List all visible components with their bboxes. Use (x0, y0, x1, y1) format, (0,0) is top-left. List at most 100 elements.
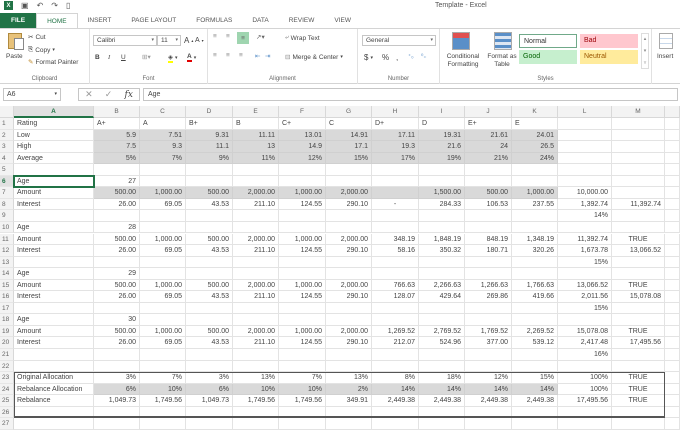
cell-i12[interactable]: 350.32 (419, 245, 465, 257)
cell-a6[interactable]: Age (13, 174, 95, 189)
cell-n12[interactable] (665, 245, 680, 257)
cell-n10[interactable] (665, 221, 680, 234)
cell-j16[interactable]: 269.86 (465, 291, 512, 303)
cell-k24[interactable]: 14% (512, 383, 558, 396)
cell-j7[interactable]: 500.00 (465, 187, 512, 199)
cell-b14[interactable]: 29 (94, 268, 140, 280)
cell-k27[interactable] (512, 418, 558, 430)
cell-i15[interactable]: 2,266.63 (419, 279, 465, 292)
cell-m5[interactable] (612, 164, 665, 176)
cell-d22[interactable] (186, 360, 233, 373)
cell-h1[interactable]: D+ (372, 118, 419, 130)
cell-c17[interactable] (140, 302, 186, 315)
cell-e1[interactable]: B (233, 118, 279, 130)
cell-i16[interactable]: 429.64 (419, 291, 465, 303)
cell-l16[interactable]: 2,011.56 (558, 291, 612, 303)
cell-b20[interactable]: 26.00 (94, 337, 140, 349)
cell-b3[interactable]: 7.5 (94, 141, 140, 153)
row-header[interactable]: 20 (0, 337, 14, 349)
cell-n19[interactable] (665, 325, 680, 338)
cell-e6[interactable] (233, 175, 279, 188)
cell-d18[interactable] (186, 314, 233, 326)
cell-d15[interactable]: 500.00 (186, 279, 233, 292)
cell-f11[interactable]: 1,000.00 (279, 233, 326, 246)
cell-a25[interactable]: Rebalance (14, 395, 94, 407)
decrease-decimal-icon[interactable]: ⁰₊ (421, 54, 427, 60)
cell-h24[interactable]: 14% (372, 383, 419, 396)
cell-g14[interactable] (326, 268, 372, 280)
cell-i14[interactable] (419, 268, 465, 280)
cell-c2[interactable]: 7.51 (140, 129, 186, 142)
cell-l17[interactable]: 15% (558, 302, 612, 315)
cell-a18[interactable]: Age (14, 314, 94, 326)
cell-b7[interactable]: 500.00 (94, 187, 140, 199)
tab-file[interactable]: FILE (0, 13, 37, 28)
cell-c4[interactable]: 7% (140, 152, 186, 165)
cell-m16[interactable]: 15,078.08 (612, 291, 665, 303)
cell-l22[interactable] (558, 360, 612, 373)
paste-button[interactable]: Paste (6, 53, 23, 60)
orientation-icon[interactable]: ↗▾ (256, 34, 265, 41)
cell-f6[interactable] (279, 175, 326, 188)
cell-m8[interactable]: 11,392.74 (612, 198, 665, 211)
cell-n20[interactable] (665, 337, 680, 349)
cell-b17[interactable] (94, 302, 140, 315)
cell-b9[interactable] (94, 210, 140, 222)
cell-d5[interactable] (186, 164, 233, 176)
cell-a7[interactable]: Amount (14, 187, 94, 199)
cell-n6[interactable] (665, 175, 680, 188)
cell-f26[interactable] (279, 406, 326, 419)
cell-f1[interactable]: C+ (279, 118, 326, 130)
cell-f24[interactable]: 10% (279, 383, 326, 396)
cell-l27[interactable] (558, 418, 612, 430)
cell-f4[interactable]: 12% (279, 152, 326, 165)
cell-c21[interactable] (140, 349, 186, 361)
cell-n22[interactable] (665, 360, 680, 373)
cell-n4[interactable] (665, 152, 680, 165)
cell-a14[interactable]: Age (14, 268, 94, 280)
cell-i18[interactable] (419, 314, 465, 326)
cell-n11[interactable] (665, 233, 680, 246)
cell-k17[interactable] (512, 302, 558, 315)
cell-l14[interactable] (558, 268, 612, 280)
cell-j27[interactable] (465, 418, 512, 430)
row-header[interactable]: 11 (0, 233, 14, 246)
cell-l11[interactable]: 11,392.74 (558, 233, 612, 246)
insert-icon[interactable] (659, 33, 673, 49)
row-header[interactable]: 25 (0, 395, 14, 407)
cell-e4[interactable]: 11% (233, 152, 279, 165)
cell-e16[interactable]: 211.10 (233, 291, 279, 303)
cell-c10[interactable] (140, 221, 186, 234)
cell-j3[interactable]: 24 (465, 141, 512, 153)
cell-d8[interactable]: 43.53 (186, 198, 233, 211)
align-right-icon[interactable]: ≡ (239, 52, 243, 59)
insert-function-icon[interactable]: fx (124, 89, 133, 100)
cell-m19[interactable]: TRUE (612, 325, 665, 338)
cell-b26[interactable] (94, 406, 140, 419)
cell-d4[interactable]: 9% (186, 152, 233, 165)
cell-m22[interactable] (612, 360, 665, 373)
cell-h25[interactable]: 2,449.38 (372, 395, 419, 407)
cell-i8[interactable]: 284.33 (419, 198, 465, 211)
cell-n2[interactable] (665, 129, 680, 142)
cell-a11[interactable]: Amount (14, 233, 94, 246)
cell-h3[interactable]: 19.3 (372, 141, 419, 153)
cell-b6[interactable]: 27 (94, 175, 140, 188)
format-painter-button[interactable]: ✎ Format Painter (28, 58, 79, 67)
cell-h21[interactable] (372, 349, 419, 361)
save-icon[interactable]: ▣ (21, 1, 29, 10)
cell-j21[interactable] (465, 349, 512, 361)
cell-k10[interactable] (512, 221, 558, 234)
cell-d23[interactable]: 3% (186, 372, 233, 384)
cell-j13[interactable] (465, 256, 512, 269)
borders-icon[interactable]: ⊞▾ (142, 54, 151, 61)
column-header-b[interactable]: B (94, 106, 140, 118)
cell-l18[interactable] (558, 314, 612, 326)
cell-l6[interactable] (558, 175, 612, 188)
cell-e23[interactable]: 13% (233, 372, 279, 384)
cell-k7[interactable]: 1,000.00 (512, 187, 558, 199)
cell-d27[interactable] (186, 418, 233, 430)
style-bad[interactable]: Bad (580, 34, 638, 48)
comma-button[interactable]: , (396, 53, 399, 62)
cell-b2[interactable]: 5.9 (94, 129, 140, 142)
